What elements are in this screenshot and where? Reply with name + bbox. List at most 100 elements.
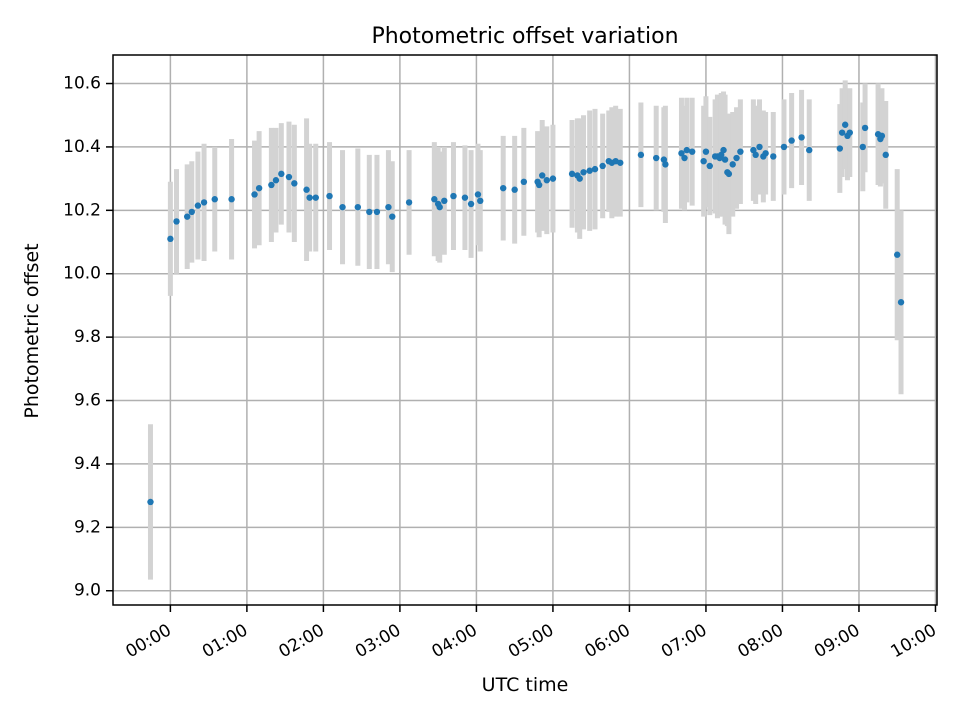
data-point (568, 170, 576, 178)
data-point (285, 173, 293, 181)
data-point (339, 203, 346, 211)
data-point (859, 143, 866, 151)
data-point (882, 151, 889, 159)
x-axis-label: UTC time (482, 674, 569, 696)
data-point (354, 203, 362, 211)
data-point (373, 208, 381, 216)
data-point (725, 170, 733, 178)
data-point (326, 192, 333, 200)
data-point (788, 137, 795, 144)
y-tick-label: 9.0 (74, 581, 101, 601)
y-tick-label: 9.4 (74, 454, 101, 474)
data-point (678, 150, 685, 157)
data-point (733, 154, 740, 162)
y-tick-label: 10.4 (63, 137, 101, 157)
data-point (173, 218, 180, 225)
data-point (897, 299, 905, 306)
data-point (499, 184, 507, 192)
data-point (194, 202, 202, 209)
y-tick-label: 9.8 (74, 327, 101, 347)
data-points (147, 121, 905, 506)
data-point (591, 165, 599, 173)
data-point (188, 208, 196, 216)
y-tick-label: 9.2 (74, 517, 101, 537)
data-point (535, 181, 543, 189)
data-point (599, 162, 606, 170)
data-point (200, 199, 208, 206)
data-point (441, 197, 448, 205)
data-point (894, 251, 901, 258)
data-point (762, 150, 769, 157)
data-point (737, 148, 744, 155)
data-point (303, 186, 310, 193)
chart-title: Photometric offset variation (371, 24, 678, 49)
data-point (312, 194, 319, 201)
data-point (617, 159, 624, 166)
data-point (278, 170, 285, 178)
data-point (806, 146, 813, 154)
data-point (653, 154, 660, 162)
data-point (662, 161, 669, 168)
data-point (706, 162, 713, 170)
data-point (700, 157, 707, 165)
y-tick-label: 9.6 (74, 391, 101, 411)
data-point (268, 181, 275, 189)
data-point (366, 208, 373, 216)
data-point (770, 153, 777, 160)
data-point (431, 196, 438, 203)
data-point (405, 199, 413, 206)
y-tick-label: 10.2 (63, 200, 101, 220)
data-point (543, 177, 551, 184)
data-point (272, 177, 280, 184)
data-point (291, 180, 298, 187)
data-point (147, 498, 154, 506)
data-point (683, 146, 691, 154)
data-point (255, 184, 263, 192)
data-point (681, 154, 688, 162)
data-point (251, 191, 258, 198)
data-point (461, 194, 469, 201)
y-axis-label: Photometric offset (21, 243, 43, 418)
data-point (467, 200, 475, 208)
y-tick-label: 10.0 (63, 264, 101, 284)
data-point (721, 156, 729, 163)
data-point (841, 121, 849, 128)
y-tick-label: 10.6 (63, 74, 101, 94)
data-point (474, 191, 482, 198)
data-point (306, 194, 313, 201)
data-point (798, 134, 805, 141)
data-point (702, 148, 710, 155)
data-point (549, 175, 557, 182)
data-point (450, 192, 457, 200)
data-point (878, 132, 886, 140)
data-point (846, 129, 853, 136)
data-point (720, 146, 727, 154)
data-point (750, 146, 757, 154)
data-point (861, 124, 869, 132)
plot-frame (112, 54, 938, 606)
data-point (752, 151, 759, 159)
data-point (211, 196, 218, 203)
data-point (637, 151, 645, 159)
data-point (184, 213, 191, 220)
data-point (477, 197, 484, 205)
data-point (389, 213, 396, 220)
data-point (836, 145, 844, 152)
data-point (520, 178, 528, 186)
data-point (838, 129, 846, 136)
data-point (729, 161, 736, 168)
data-point (780, 143, 788, 151)
data-point (385, 203, 392, 211)
data-point (167, 235, 174, 243)
data-point (586, 167, 593, 174)
data-point (688, 148, 696, 155)
data-point (511, 186, 518, 193)
data-point (228, 196, 235, 203)
data-point (436, 203, 443, 211)
data-point (580, 169, 587, 176)
data-point (576, 175, 583, 182)
data-point (756, 143, 763, 151)
data-point (718, 151, 725, 159)
